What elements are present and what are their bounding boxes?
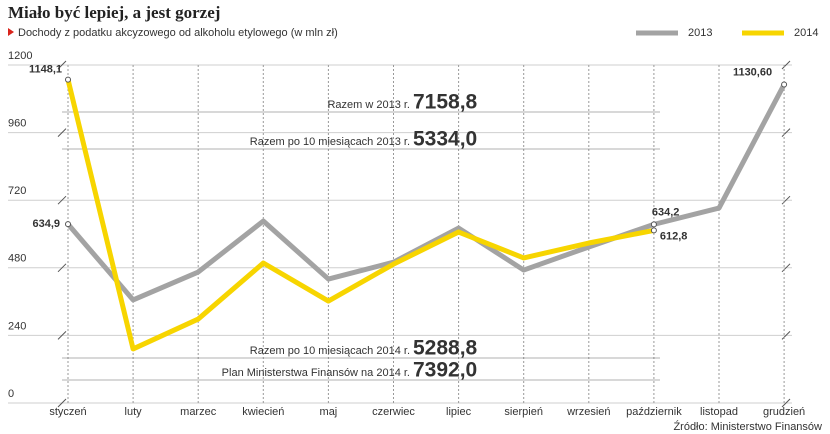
annotation-label: Razem po 10 miesiącach 2014 r. [250,345,410,357]
axis-break [781,128,791,137]
x-tick-label: maj [320,406,338,418]
series-line [66,83,787,303]
annotation-label: Razem w 2013 r. [327,99,410,111]
point [781,81,788,88]
value-label: 634,9 [32,218,60,230]
value-label: 1148,1 [29,64,62,76]
axis-break [781,60,791,70]
y-tick-label: 720 [8,185,26,197]
x-tick-label: listopad [700,406,738,418]
axis-break [57,263,67,273]
x-tick-label: czerwiec [372,406,415,418]
axis-break [57,331,67,340]
y-tick-label: 480 [8,253,26,265]
axis-break [57,60,67,70]
x-tick-label: kwiecień [242,406,284,418]
y-tick-label: 0 [8,388,14,400]
x-tick-label: wrzesień [566,406,610,418]
axis-break [57,195,67,205]
point [650,227,657,234]
series-line [65,79,655,352]
y-tick-label: 240 [8,320,26,332]
annotation-value: 7158,8 [413,91,478,114]
axis-break [781,263,791,273]
value-label: 1130,60 [733,66,772,78]
annotation-value: 5334,0 [413,128,477,151]
legend-label: 2013 [688,27,712,39]
x-tick-label: lipiec [446,406,472,418]
point [650,221,657,228]
y-tick-label: 1200 [8,50,32,62]
x-tick-label: sierpień [504,406,543,418]
x-tick-label: marzec [180,406,217,418]
point [65,221,71,228]
value-label: 612,8 [660,230,688,242]
x-tick-label: styczeń [49,406,86,418]
annotation-label: Plan Ministerstwa Finansów na 2014 r. [222,367,410,379]
legend-label: 2014 [794,27,818,39]
x-tick-label: październik [626,406,682,418]
annotation-label: Razem po 10 miesiącach 2013 r. [250,136,410,148]
x-tick-label: grudzień [763,406,805,418]
source: Źródło: Ministerstwo Finansów [673,420,822,433]
axis-break [781,398,791,408]
axis-break [781,331,791,340]
chart-title: Miało być lepiej, a jest gorzej [8,3,220,22]
axis-break [57,398,67,408]
point [65,76,71,83]
axis-break [781,195,791,205]
annotation-value: 5288,8 [413,337,478,360]
chart-subtitle: Dochody z podatku akcyzowego od alkoholu… [18,27,338,39]
annotation-value: 7392,0 [413,359,477,382]
value-label: 634,2 [652,206,680,218]
bullet [8,28,14,36]
y-tick-label: 960 [8,118,26,130]
axis-break [57,128,67,137]
x-tick-label: luty [125,406,143,418]
